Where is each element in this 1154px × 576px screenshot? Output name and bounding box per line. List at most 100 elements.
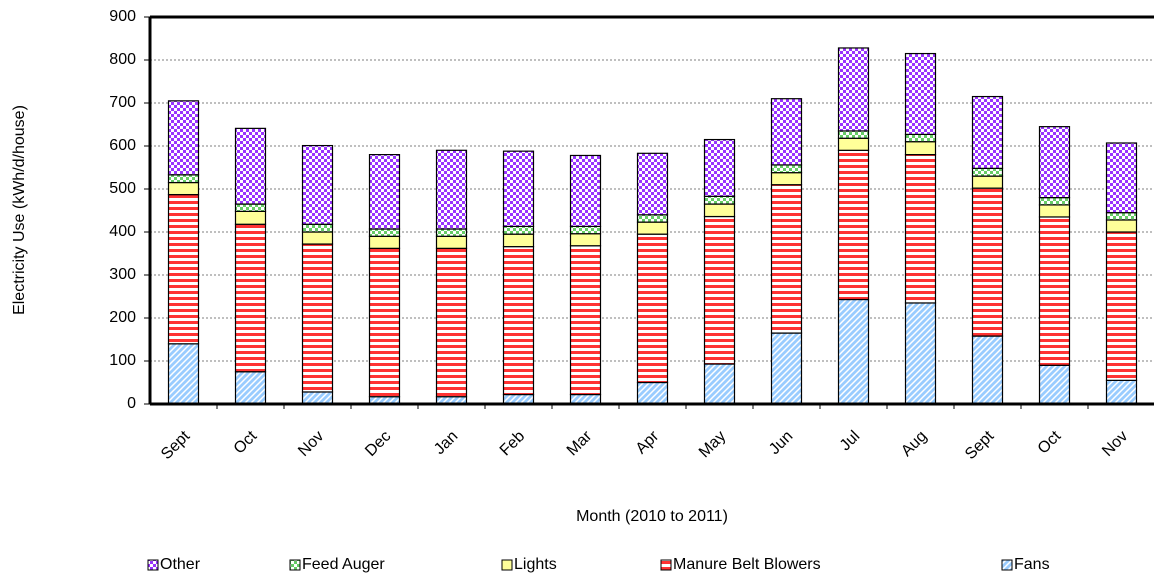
bar-segment (636, 214, 669, 223)
legend-label: Fans (1014, 556, 1050, 573)
bar-segment (167, 343, 200, 405)
bar-segment (770, 172, 803, 186)
bar-segment (770, 98, 803, 166)
bar-segment (904, 154, 937, 304)
bar-segment (1038, 216, 1071, 366)
bar-segment (234, 371, 267, 405)
bar-segment (636, 233, 669, 384)
bar-segment (1105, 219, 1138, 233)
bar-segment (301, 391, 334, 405)
bar-segment (636, 221, 669, 235)
bar-segment (167, 181, 200, 196)
bar-segment (1105, 142, 1138, 214)
bar-segment (1105, 231, 1138, 381)
x-tick-label: Aug (898, 428, 930, 460)
bar-segment (435, 149, 468, 230)
x-tick-label: Jan (431, 428, 461, 458)
bar-segment (971, 187, 1004, 337)
bar-segment (234, 223, 267, 373)
legend-label: Feed Auger (302, 556, 385, 573)
x-tick-label: May (696, 428, 729, 461)
x-tick-label: Feb (497, 428, 529, 460)
bar-segment (971, 95, 1004, 169)
bar-segment (703, 203, 736, 218)
x-tick-label: Oct (231, 427, 261, 457)
bar-segment (234, 203, 267, 212)
bar-segment (904, 302, 937, 405)
legend-swatch (1001, 559, 1013, 571)
bar-segment (904, 52, 937, 135)
y-tick-label: 500 (109, 180, 136, 197)
bar-segment (770, 164, 803, 174)
x-tick-label: Jun (766, 428, 796, 458)
y-tick-label: 0 (127, 395, 136, 412)
bar-segment (837, 298, 870, 405)
bar-segment (368, 228, 401, 237)
x-tick-label: Oct (1035, 427, 1065, 457)
bar-segment (301, 243, 334, 393)
bar-segment (234, 210, 267, 225)
legend-swatch (147, 559, 159, 571)
y-tick-label: 700 (109, 94, 136, 111)
x-tick-label: Nov (295, 428, 327, 460)
bar-segment (167, 193, 200, 345)
y-tick-label: 300 (109, 266, 136, 283)
bar-segment (1038, 126, 1071, 199)
bar-segment (770, 184, 803, 334)
legend-label: Manure Belt Blowers (673, 556, 821, 573)
bar-segment (569, 225, 602, 235)
bar-segment (502, 225, 535, 235)
bar-segment (368, 235, 401, 249)
bar-segment (368, 154, 401, 230)
y-tick-label: 600 (109, 137, 136, 154)
x-tick-label: Sept (962, 427, 998, 463)
bar-segment (234, 127, 267, 205)
bar-segment (502, 150, 535, 228)
y-tick-label: 800 (109, 51, 136, 68)
x-axis-label: Month (2010 to 2011) (576, 508, 728, 525)
bar-segment (435, 228, 468, 237)
bar-segment (904, 133, 937, 143)
legend-swatch (501, 559, 513, 571)
bar-segment (167, 100, 200, 176)
bar-segment (904, 141, 937, 156)
bar-segment (703, 215, 736, 365)
bar-segment (837, 149, 870, 301)
legend-swatch (660, 559, 672, 571)
bar-segment (435, 235, 468, 249)
x-tick-label: Sept (158, 427, 194, 463)
bar-segment (1038, 364, 1071, 405)
bar-segment (971, 167, 1004, 177)
bar-segment (837, 47, 870, 132)
bar-segment (636, 381, 669, 405)
bar-segment (301, 223, 334, 233)
y-tick-label: 900 (109, 8, 136, 25)
legend-label: Lights (514, 556, 557, 573)
y-axis-label: Electricity Use (kWh/d/house) (11, 105, 28, 315)
bar-segment (770, 332, 803, 405)
y-tick-label: 200 (109, 309, 136, 326)
y-tick-label: 400 (109, 223, 136, 240)
bar-segment (301, 231, 334, 245)
bar-segment (502, 246, 535, 396)
bar-segment (1038, 204, 1071, 218)
bar-segment (569, 233, 602, 247)
bar-segment (1038, 197, 1071, 206)
bar-segment (502, 233, 535, 248)
bar-segment (569, 154, 602, 228)
bar-segment (301, 144, 334, 225)
bar-segment (837, 137, 870, 151)
bar-segment (167, 174, 200, 184)
legend-swatch (289, 559, 301, 571)
bar-segment (971, 175, 1004, 189)
y-tick-label: 100 (109, 352, 136, 369)
bar-segment (703, 195, 736, 205)
legend-label: Other (160, 556, 201, 573)
bar-segment (1105, 379, 1138, 405)
bar-segment (368, 247, 401, 398)
x-tick-label: Nov (1099, 428, 1131, 460)
x-tick-label: Mar (564, 427, 596, 459)
bar-segment (837, 130, 870, 139)
x-tick-label: Dec (362, 428, 394, 460)
bar-segment (703, 138, 736, 197)
